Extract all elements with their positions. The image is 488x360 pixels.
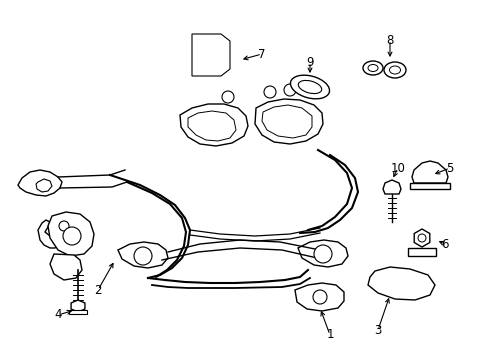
Polygon shape — [382, 180, 400, 194]
Text: 9: 9 — [305, 55, 313, 68]
Text: 7: 7 — [258, 48, 265, 60]
Circle shape — [417, 234, 425, 242]
Circle shape — [312, 290, 326, 304]
Polygon shape — [409, 183, 449, 189]
Polygon shape — [411, 161, 447, 183]
Polygon shape — [407, 248, 435, 256]
Polygon shape — [262, 105, 311, 138]
Polygon shape — [195, 37, 226, 73]
Text: 3: 3 — [373, 324, 381, 337]
Ellipse shape — [389, 66, 400, 74]
Polygon shape — [69, 310, 87, 314]
Polygon shape — [297, 240, 347, 267]
Polygon shape — [118, 242, 168, 268]
Text: 4: 4 — [54, 309, 61, 321]
Ellipse shape — [383, 62, 405, 78]
Polygon shape — [180, 104, 247, 146]
Polygon shape — [49, 215, 80, 235]
Ellipse shape — [290, 75, 329, 99]
Polygon shape — [36, 179, 52, 192]
Polygon shape — [254, 99, 323, 144]
Circle shape — [264, 86, 275, 98]
Polygon shape — [50, 254, 82, 280]
Ellipse shape — [362, 61, 382, 75]
Circle shape — [313, 245, 331, 263]
Circle shape — [222, 91, 234, 103]
Circle shape — [284, 84, 295, 96]
Circle shape — [63, 227, 81, 245]
Text: 2: 2 — [94, 284, 102, 297]
Polygon shape — [413, 229, 429, 247]
Text: 5: 5 — [446, 162, 453, 175]
Ellipse shape — [298, 80, 321, 94]
Polygon shape — [71, 300, 85, 312]
Text: 1: 1 — [325, 328, 333, 342]
Text: 10: 10 — [390, 162, 405, 175]
Polygon shape — [294, 283, 343, 311]
Ellipse shape — [367, 64, 377, 72]
Polygon shape — [367, 267, 434, 300]
Polygon shape — [18, 170, 62, 196]
Polygon shape — [187, 111, 236, 141]
Polygon shape — [192, 34, 229, 76]
Text: 8: 8 — [386, 33, 393, 46]
Text: 6: 6 — [440, 238, 448, 251]
Circle shape — [134, 247, 152, 265]
Polygon shape — [48, 212, 94, 256]
Polygon shape — [38, 220, 58, 248]
